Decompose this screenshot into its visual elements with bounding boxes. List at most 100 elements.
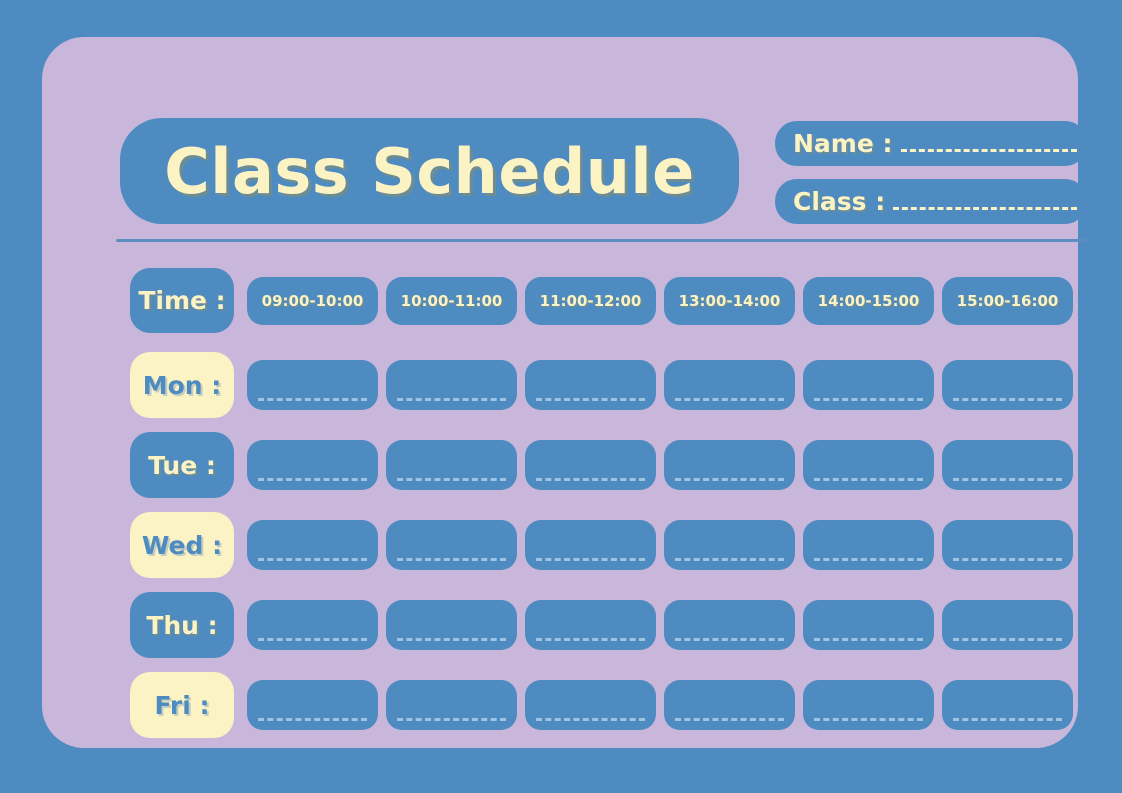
page-title: Class Schedule [164, 134, 695, 208]
day-label-cell-wed: Wed : [130, 512, 234, 578]
slot-mon-4[interactable] [664, 360, 795, 410]
day-row-wed: Wed : [130, 512, 1073, 578]
slot-tue-4[interactable] [664, 440, 795, 490]
time-slot-header-2: 10:00-11:00 [386, 276, 517, 325]
time-slot-label: 11:00-12:00 [539, 291, 642, 310]
class-field-label: Class : [793, 187, 886, 216]
header-divider [116, 239, 1087, 242]
day-row-mon: Mon : [130, 352, 1073, 418]
time-header-label-cell: Time : [130, 268, 234, 333]
slot-wed-3[interactable] [525, 520, 656, 570]
slot-wed-2[interactable] [386, 520, 517, 570]
day-label: Wed : [141, 530, 223, 560]
slot-writeline [675, 478, 784, 481]
slot-writeline [536, 558, 645, 561]
day-row-thu: Thu : [130, 592, 1073, 658]
time-slot-header-6: 15:00-16:00 [942, 276, 1073, 325]
slot-tue-3[interactable] [525, 440, 656, 490]
slot-writeline [953, 478, 1062, 481]
slot-writeline [258, 558, 367, 561]
slot-writeline [258, 478, 367, 481]
name-field[interactable]: Name : [775, 121, 1087, 166]
slot-fri-4[interactable] [664, 680, 795, 730]
day-label-cell-mon: Mon : [130, 352, 234, 418]
slot-writeline [397, 718, 506, 721]
slot-writeline [953, 638, 1062, 641]
time-slot-label: 10:00-11:00 [400, 291, 503, 310]
slot-writeline [675, 558, 784, 561]
day-label-cell-fri: Fri : [130, 672, 234, 738]
slot-wed-5[interactable] [803, 520, 934, 570]
slot-thu-2[interactable] [386, 600, 517, 650]
slot-thu-1[interactable] [247, 600, 378, 650]
slot-fri-6[interactable] [942, 680, 1073, 730]
slot-thu-4[interactable] [664, 600, 795, 650]
slot-writeline [397, 478, 506, 481]
slot-writeline [675, 718, 784, 721]
slot-writeline [397, 398, 506, 401]
day-label-cell-thu: Thu : [130, 592, 234, 658]
day-label: Tue : [148, 450, 216, 480]
schedule-card: Class Schedule Name : Class : Time : 09:… [42, 37, 1087, 748]
day-label: Thu : [146, 610, 218, 640]
class-field[interactable]: Class : [775, 179, 1087, 224]
slot-writeline [536, 638, 645, 641]
title-banner: Class Schedule [120, 118, 739, 224]
slot-writeline [814, 398, 923, 401]
slot-fri-2[interactable] [386, 680, 517, 730]
slot-writeline [675, 398, 784, 401]
slot-tue-1[interactable] [247, 440, 378, 490]
time-slot-header-5: 14:00-15:00 [803, 276, 934, 325]
time-slot-label: 15:00-16:00 [956, 291, 1059, 310]
slot-writeline [397, 558, 506, 561]
slot-writeline [397, 638, 506, 641]
day-label: Fri : [154, 690, 210, 720]
slot-writeline [258, 398, 367, 401]
slot-thu-5[interactable] [803, 600, 934, 650]
slot-mon-3[interactable] [525, 360, 656, 410]
name-field-writeline[interactable] [900, 149, 1077, 152]
time-header-row: Time : 09:00-10:00 10:00-11:00 11:00-12:… [130, 268, 1073, 333]
day-label-cell-tue: Tue : [130, 432, 234, 498]
slot-thu-3[interactable] [525, 600, 656, 650]
day-row-tue: Tue : [130, 432, 1073, 498]
slot-tue-6[interactable] [942, 440, 1073, 490]
slot-writeline [814, 478, 923, 481]
slot-wed-6[interactable] [942, 520, 1073, 570]
slot-tue-5[interactable] [803, 440, 934, 490]
slot-writeline [258, 638, 367, 641]
slot-writeline [953, 718, 1062, 721]
time-slot-label: 13:00-14:00 [678, 291, 781, 310]
slot-writeline [258, 718, 367, 721]
slot-writeline [536, 478, 645, 481]
slot-fri-3[interactable] [525, 680, 656, 730]
time-slot-header-4: 13:00-14:00 [664, 276, 795, 325]
slot-thu-6[interactable] [942, 600, 1073, 650]
schedule-grid: Time : 09:00-10:00 10:00-11:00 11:00-12:… [130, 268, 1073, 738]
slot-tue-2[interactable] [386, 440, 517, 490]
slot-writeline [536, 718, 645, 721]
time-header-label: Time : [138, 286, 226, 315]
slot-writeline [814, 638, 923, 641]
time-slot-header-3: 11:00-12:00 [525, 276, 656, 325]
class-field-writeline[interactable] [893, 207, 1077, 210]
day-row-fri: Fri : [130, 672, 1073, 738]
slot-wed-4[interactable] [664, 520, 795, 570]
slot-writeline [814, 718, 923, 721]
slot-writeline [953, 398, 1062, 401]
slot-writeline [536, 398, 645, 401]
slot-fri-1[interactable] [247, 680, 378, 730]
day-label: Mon : [142, 370, 222, 400]
slot-mon-6[interactable] [942, 360, 1073, 410]
slot-writeline [814, 558, 923, 561]
time-slot-label: 09:00-10:00 [261, 291, 364, 310]
slot-mon-5[interactable] [803, 360, 934, 410]
slot-writeline [675, 638, 784, 641]
slot-mon-2[interactable] [386, 360, 517, 410]
slot-wed-1[interactable] [247, 520, 378, 570]
slot-mon-1[interactable] [247, 360, 378, 410]
slot-writeline [953, 558, 1062, 561]
time-slot-header-1: 09:00-10:00 [247, 276, 378, 325]
slot-fri-5[interactable] [803, 680, 934, 730]
time-slot-label: 14:00-15:00 [817, 291, 920, 310]
